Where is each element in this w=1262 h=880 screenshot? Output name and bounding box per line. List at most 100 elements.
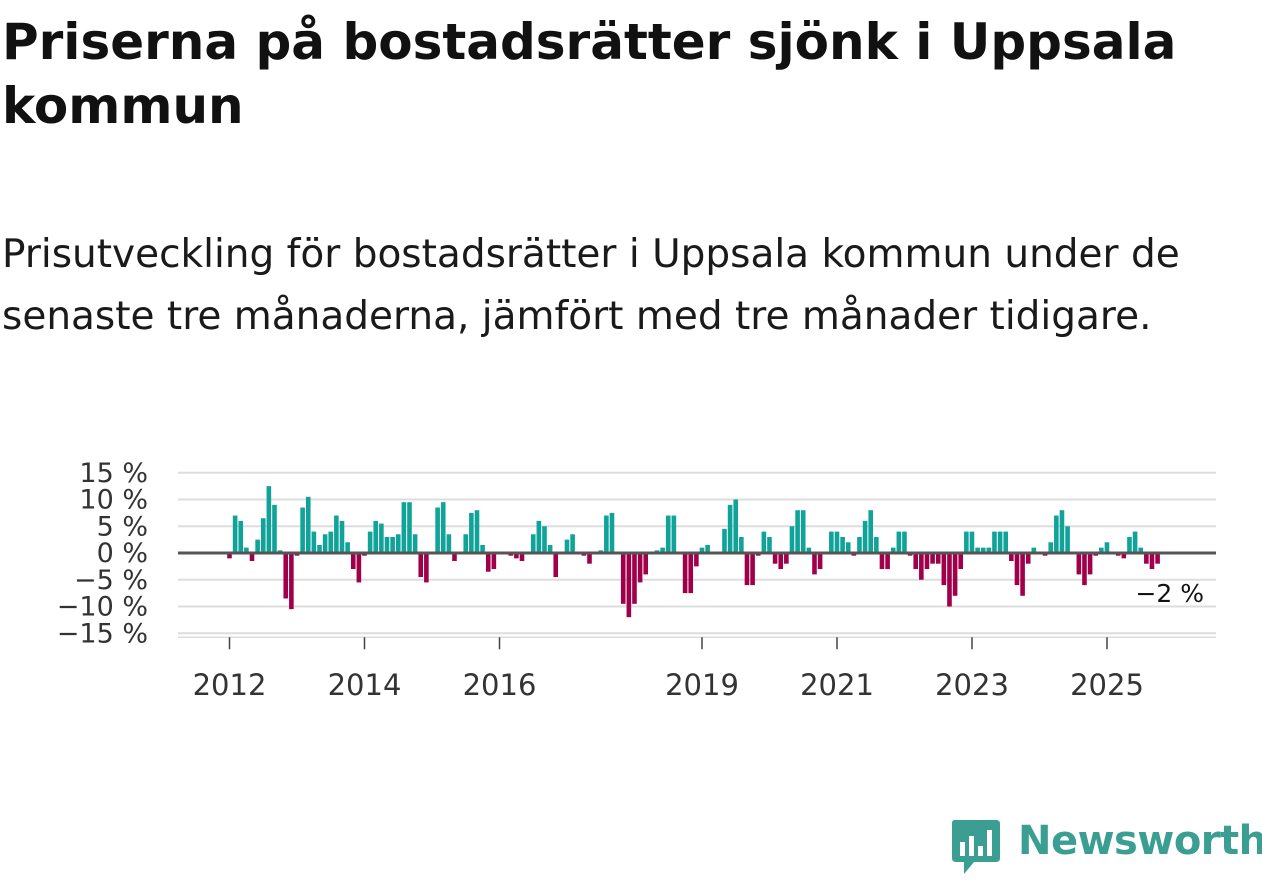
- y-tick-label-0: 15 %: [79, 458, 148, 489]
- bar-1: [232, 515, 238, 553]
- bar-159: [1121, 553, 1127, 559]
- bar-148: [1059, 510, 1065, 553]
- bar-139: [1009, 553, 1014, 562]
- bar-131: [964, 531, 969, 553]
- y-tick-label-2: 5 %: [97, 511, 148, 542]
- bars: [227, 486, 1160, 618]
- bar-123: [919, 553, 924, 580]
- bar-130: [958, 553, 964, 570]
- bar-138: [1003, 531, 1009, 553]
- bar-38: [440, 502, 446, 553]
- bar-55: [536, 520, 542, 553]
- y-tick-label-3: 0 %: [97, 538, 148, 569]
- bar-26: [373, 520, 379, 553]
- bar-136: [992, 531, 997, 553]
- bar-117: [885, 553, 890, 570]
- bar-128: [947, 553, 952, 607]
- bar-81: [682, 553, 688, 594]
- x-tick-label-4: 2021: [800, 668, 874, 702]
- bar-2: [238, 520, 244, 553]
- y-tick-label-1: 10 %: [79, 485, 148, 516]
- bar-60: [564, 539, 570, 554]
- bar-108: [834, 531, 840, 553]
- bar-99: [784, 553, 789, 564]
- bar-18: [328, 531, 334, 553]
- bar-10: [283, 553, 289, 599]
- bar-102: [800, 510, 806, 553]
- bar-129: [952, 553, 958, 596]
- bar-11: [289, 553, 294, 610]
- bar-152: [1082, 553, 1087, 586]
- bar-54: [530, 534, 536, 553]
- bar-137: [997, 531, 1003, 553]
- bar-163: [1144, 553, 1149, 564]
- bar-79: [671, 515, 677, 553]
- bar-46: [485, 553, 491, 572]
- bar-124: [924, 553, 930, 570]
- bar-98: [778, 553, 784, 570]
- bar-101: [795, 510, 800, 553]
- bar-8: [272, 504, 277, 553]
- bar-7: [266, 486, 272, 554]
- bar-71: [626, 553, 632, 618]
- bar-155: [1099, 547, 1104, 553]
- bar-77: [660, 547, 665, 553]
- bar-122: [913, 553, 919, 570]
- bar-64: [587, 553, 592, 564]
- bar-125: [930, 553, 935, 564]
- bar-78: [665, 515, 671, 553]
- bar-151: [1076, 553, 1082, 575]
- bar-56: [542, 526, 547, 553]
- last-value-label: −2 %: [1135, 579, 1204, 608]
- bar-47: [491, 553, 497, 570]
- bar-107: [829, 531, 834, 553]
- grid-lines: [178, 471, 1216, 638]
- bar-6: [260, 518, 266, 553]
- bar-147: [1054, 515, 1059, 553]
- bar-134: [980, 547, 986, 553]
- bar-156: [1104, 542, 1110, 553]
- bar-91: [739, 536, 744, 553]
- bar-28: [384, 536, 390, 553]
- bar-29: [390, 536, 395, 553]
- bar-120: [902, 531, 907, 553]
- newsworthy-logo: [952, 820, 1000, 874]
- bar-96: [767, 536, 772, 553]
- bar-16: [317, 544, 322, 553]
- bar-17: [322, 534, 328, 553]
- bar-3: [244, 547, 249, 553]
- bar-85: [705, 544, 710, 553]
- y-tick-label-4: −5 %: [74, 565, 148, 596]
- bar-83: [694, 553, 699, 567]
- bar-95: [761, 531, 767, 553]
- bar-127: [941, 553, 947, 586]
- bar-132: [969, 531, 975, 553]
- bar-93: [750, 553, 755, 586]
- bar-88: [722, 528, 727, 553]
- bar-61: [570, 534, 575, 553]
- bar-97: [772, 553, 778, 564]
- bar-109: [840, 536, 845, 553]
- x-tick-label-6: 2025: [1070, 668, 1144, 702]
- y-axis: 15 %10 %5 %0 %−5 %−10 %−15 %: [57, 458, 148, 650]
- bar-0: [227, 553, 232, 559]
- bar-110: [845, 542, 851, 553]
- bar-40: [452, 553, 457, 562]
- y-tick-label-6: −15 %: [57, 618, 148, 649]
- bar-4: [249, 553, 255, 562]
- bar-113: [862, 520, 868, 553]
- bar-90: [733, 499, 739, 553]
- bar-43: [469, 512, 474, 554]
- x-tick-label-2: 2016: [463, 668, 537, 702]
- bar-52: [519, 553, 525, 562]
- bar-33: [412, 534, 418, 553]
- bar-27: [379, 523, 384, 553]
- bar-118: [890, 547, 896, 553]
- bar-84: [699, 547, 705, 553]
- logo-icon: [952, 820, 1000, 874]
- bar-19: [334, 515, 339, 553]
- bar-135: [986, 547, 992, 553]
- bar-114: [868, 510, 874, 553]
- x-tick-label-3: 2019: [665, 668, 739, 702]
- bar-chart: 15 %10 %5 %0 %−5 %−10 %−15 % 2012 2014 201…: [57, 458, 1216, 702]
